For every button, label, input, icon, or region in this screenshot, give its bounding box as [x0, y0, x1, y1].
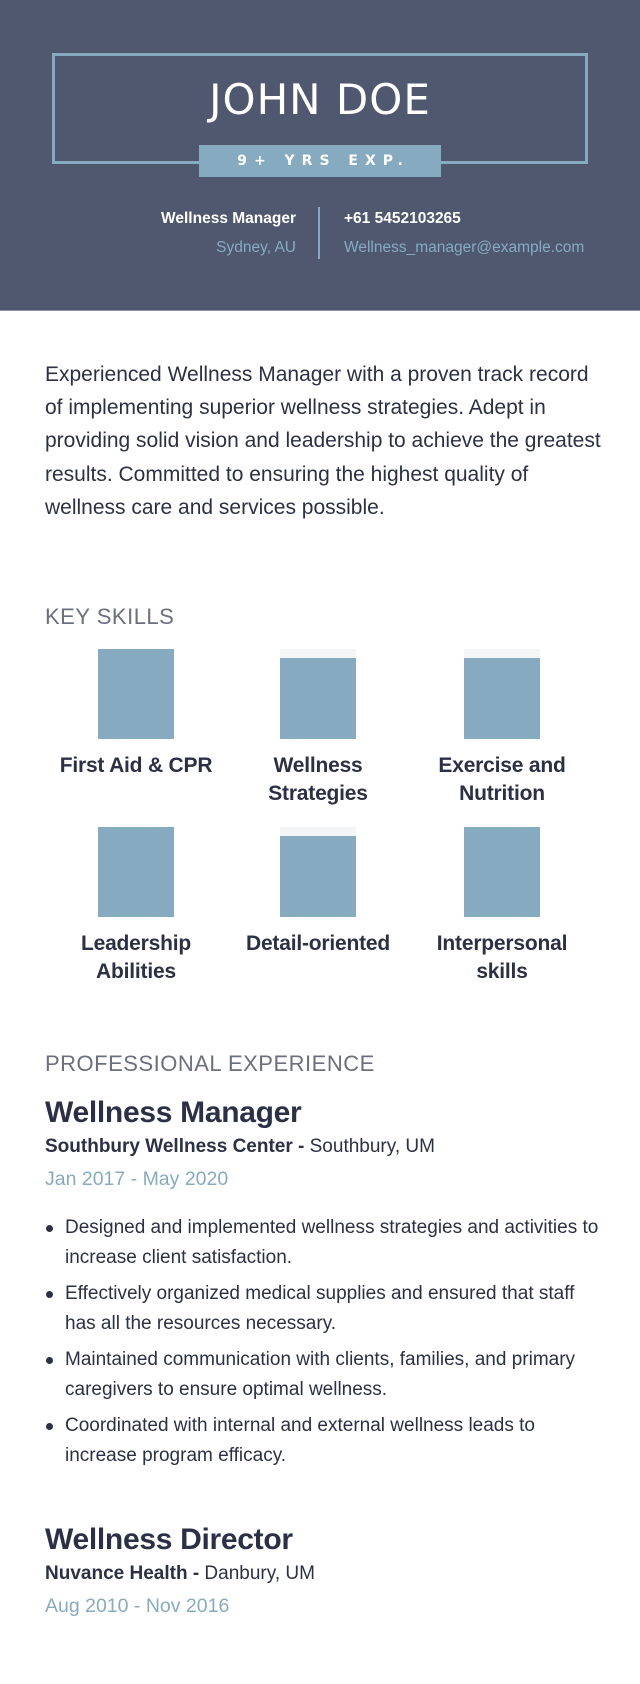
skill-level-bar [464, 827, 540, 917]
job-bullet-list: Designed and implemented wellness strate… [45, 1213, 605, 1471]
skill-label: Exercise and Nutrition [438, 754, 566, 805]
skill-level-bar [464, 649, 540, 739]
skill-level-bar [98, 827, 174, 917]
bullet-icon [46, 1225, 53, 1232]
bullet-icon [46, 1291, 53, 1298]
skill-level-fill [98, 827, 174, 917]
skill-level-bar [280, 827, 356, 917]
bullet-text: Effectively organized medical supplies a… [65, 1283, 575, 1334]
skill-label: Leadership Abilities [80, 932, 192, 983]
bullet-icon [46, 1423, 53, 1430]
skill-level-fill [98, 649, 174, 739]
contact-left: Wellness Manager Sydney, AU [161, 207, 296, 259]
skill-level-fill [464, 827, 540, 917]
skill-label: Detail-oriented [245, 932, 391, 955]
bullet-text: Designed and implemented wellness strate… [65, 1217, 599, 1268]
bullet-text: Maintained communication with clients, f… [65, 1349, 576, 1400]
skill-label: Wellness Strategies [268, 754, 368, 805]
bullet-icon [46, 1357, 53, 1364]
skill-item: Wellness Strategies [228, 649, 408, 808]
skill-item: Interpersonal skills [412, 827, 592, 986]
skill-label: Interpersonal skills [436, 932, 568, 983]
section-title-experience: PROFESSIONAL EXPERIENCE [45, 1051, 375, 1076]
job-title-header: Wellness Manager [161, 210, 296, 227]
job-bullet: Effectively organized medical supplies a… [45, 1279, 605, 1339]
skill-item: Leadership Abilities [46, 827, 226, 986]
skill-label: First Aid & CPR [59, 754, 213, 777]
job-title: Wellness Director [45, 1523, 293, 1556]
job-entry: Wellness Manager Southbury Wellness Cent… [45, 1095, 605, 1477]
skill-item: Exercise and Nutrition [412, 649, 592, 808]
resume-header: JOHN DOE 9+ YRS EXP. Wellness Manager Sy… [0, 0, 640, 311]
professional-summary: Experienced Wellness Manager with a prov… [45, 363, 601, 519]
skill-item: Detail-oriented [228, 827, 408, 958]
skill-level-bar [98, 649, 174, 739]
job-company-line: Southbury Wellness Center - Southbury, U… [45, 1131, 605, 1163]
contact-divider [318, 207, 320, 259]
email-link[interactable]: Wellness_manager@example.com [344, 239, 585, 256]
skill-level-fill [280, 836, 356, 917]
job-bullet: Designed and implemented wellness strate… [45, 1213, 605, 1273]
phone-number[interactable]: +61 5452103265 [344, 210, 461, 227]
section-title-key-skills: KEY SKILLS [45, 604, 175, 629]
company-name: Nuvance Health - [45, 1563, 200, 1584]
company-location: Danbury, UM [199, 1563, 315, 1584]
skill-level-bar [280, 649, 356, 739]
job-title: Wellness Manager [45, 1096, 302, 1129]
candidate-name: JOHN DOE [209, 75, 431, 124]
company-location: Southbury, UM [304, 1136, 435, 1157]
job-dates: Jan 2017 - May 2020 [45, 1168, 229, 1190]
skill-level-fill [280, 658, 356, 739]
contact-right: +61 5452103265 Wellness_manager@example.… [344, 207, 584, 259]
job-entry: Wellness Director Nuvance Health - Danbu… [45, 1522, 605, 1622]
job-bullet: Coordinated with internal and external w… [45, 1411, 605, 1471]
skill-item: First Aid & CPR [46, 649, 226, 780]
job-bullet: Maintained communication with clients, f… [45, 1345, 605, 1405]
location: Sydney, AU [216, 239, 296, 256]
skill-level-fill [464, 658, 540, 739]
company-name: Southbury Wellness Center - [45, 1136, 305, 1157]
job-company-line: Nuvance Health - Danbury, UM [45, 1558, 605, 1590]
job-dates: Aug 2010 - Nov 2016 [45, 1595, 230, 1617]
bullet-text: Coordinated with internal and external w… [65, 1415, 535, 1466]
experience-badge: 9+ YRS EXP. [199, 145, 441, 177]
